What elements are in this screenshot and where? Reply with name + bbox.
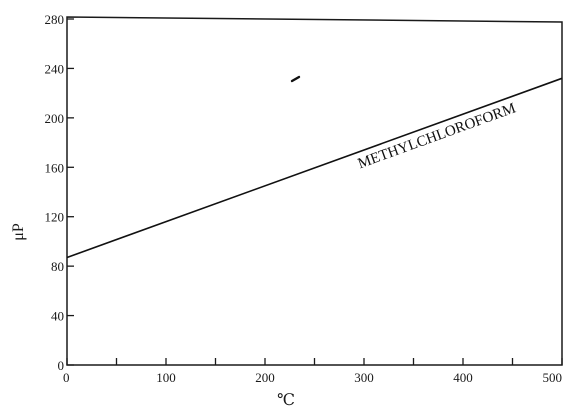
x-tick-label: 400 [453,370,473,385]
plot-frame [66,16,563,366]
y-tick-label: 200 [45,111,65,126]
y-tick-label: 40 [51,309,64,324]
y-tick-label: 120 [45,210,65,225]
series-line [66,77,563,259]
y-tick-label: 280 [45,12,65,27]
x-tick-label: 0 [63,370,70,385]
series-annotation: METHYLCHLOROFORM [356,100,518,172]
x-axis-ticks: 0 100 200 300 400 500 [63,358,563,385]
x-tick-label: 100 [156,370,176,385]
y-tick-label: 0 [58,358,65,373]
x-tick-label: 300 [354,370,374,385]
x-axis-label: ℃ [277,392,295,409]
y-tick-label: 80 [51,259,64,274]
series-layer [66,77,563,259]
ink-mark [290,75,301,83]
y-tick-label: 240 [45,61,65,76]
y-tick-label: 160 [45,160,65,175]
x-tick-label: 500 [543,370,563,385]
y-axis-ticks: 0 40 80 120 160 200 240 280 [45,12,74,373]
plot-frame-outline [66,16,563,366]
y-axis-label: μP [10,223,27,241]
x-tick-label: 200 [255,370,275,385]
